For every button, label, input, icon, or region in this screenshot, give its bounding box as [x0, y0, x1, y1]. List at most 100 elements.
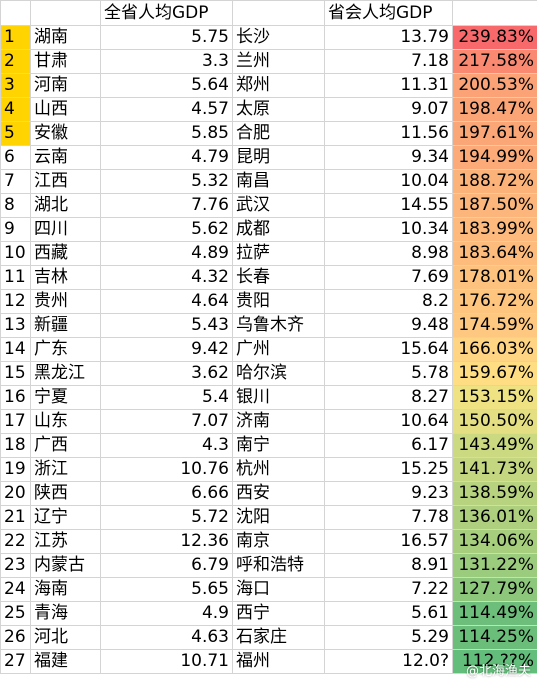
ratio-cell[interactable]: 197.61%: [452, 121, 537, 146]
header-cell-city[interactable]: [232, 0, 325, 26]
province-cell[interactable]: 新疆: [30, 313, 101, 338]
province-cell[interactable]: 广东: [30, 337, 101, 362]
rank-cell[interactable]: 17: [0, 409, 31, 434]
province-gdp-cell[interactable]: 3.3: [100, 49, 233, 74]
rank-cell[interactable]: 8: [0, 193, 31, 218]
capital-gdp-cell[interactable]: 15.64: [324, 337, 453, 362]
ratio-cell[interactable]: 200.53%: [452, 73, 537, 98]
province-gdp-cell[interactable]: 4.3: [100, 433, 233, 458]
capital-gdp-cell[interactable]: 5.61: [324, 601, 453, 626]
province-cell[interactable]: 浙江: [30, 457, 101, 482]
capital-gdp-cell[interactable]: 7.69: [324, 265, 453, 290]
province-cell[interactable]: 福建: [30, 649, 101, 674]
capital-city-cell[interactable]: 南昌: [232, 169, 325, 194]
province-gdp-cell[interactable]: 4.63: [100, 625, 233, 650]
rank-cell[interactable]: 19: [0, 457, 31, 482]
ratio-cell[interactable]: 178.01%: [452, 265, 537, 290]
province-cell[interactable]: 河南: [30, 73, 101, 98]
capital-city-cell[interactable]: 贵阳: [232, 289, 325, 314]
province-gdp-cell[interactable]: 9.42: [100, 337, 233, 362]
capital-gdp-cell[interactable]: 7.78: [324, 505, 453, 530]
province-gdp-cell[interactable]: 5.43: [100, 313, 233, 338]
province-gdp-cell[interactable]: 5.4: [100, 385, 233, 410]
rank-cell[interactable]: 9: [0, 217, 31, 242]
rank-cell[interactable]: 3: [0, 73, 31, 98]
rank-cell[interactable]: 6: [0, 145, 31, 170]
ratio-cell[interactable]: 141.73%: [452, 457, 537, 482]
province-gdp-cell[interactable]: 4.9: [100, 601, 233, 626]
province-cell[interactable]: 吉林: [30, 265, 101, 290]
capital-city-cell[interactable]: 长春: [232, 265, 325, 290]
capital-city-cell[interactable]: 西宁: [232, 601, 325, 626]
ratio-cell[interactable]: 112.??%: [452, 649, 537, 674]
province-cell[interactable]: 安徽: [30, 121, 101, 146]
capital-city-cell[interactable]: 武汉: [232, 193, 325, 218]
ratio-cell[interactable]: 159.67%: [452, 361, 537, 386]
capital-city-cell[interactable]: 兰州: [232, 49, 325, 74]
capital-gdp-cell[interactable]: 10.04: [324, 169, 453, 194]
capital-gdp-cell[interactable]: 15.25: [324, 457, 453, 482]
rank-cell[interactable]: 14: [0, 337, 31, 362]
rank-cell[interactable]: 12: [0, 289, 31, 314]
province-cell[interactable]: 湖北: [30, 193, 101, 218]
rank-cell[interactable]: 1: [0, 25, 31, 50]
capital-gdp-cell[interactable]: 14.55: [324, 193, 453, 218]
province-cell[interactable]: 青海: [30, 601, 101, 626]
province-cell[interactable]: 宁夏: [30, 385, 101, 410]
ratio-cell[interactable]: 176.72%: [452, 289, 537, 314]
capital-city-cell[interactable]: 济南: [232, 409, 325, 434]
province-gdp-cell[interactable]: 5.65: [100, 577, 233, 602]
capital-city-cell[interactable]: 福州: [232, 649, 325, 674]
capital-gdp-cell[interactable]: 8.91: [324, 553, 453, 578]
rank-cell[interactable]: 5: [0, 121, 31, 146]
province-gdp-cell[interactable]: 10.76: [100, 457, 233, 482]
province-gdp-cell[interactable]: 4.64: [100, 289, 233, 314]
province-gdp-cell[interactable]: 4.79: [100, 145, 233, 170]
capital-city-cell[interactable]: 哈尔滨: [232, 361, 325, 386]
province-gdp-cell[interactable]: 5.75: [100, 25, 233, 50]
province-gdp-cell[interactable]: 6.79: [100, 553, 233, 578]
rank-cell[interactable]: 15: [0, 361, 31, 386]
capital-city-cell[interactable]: 银川: [232, 385, 325, 410]
capital-city-cell[interactable]: 南京: [232, 529, 325, 554]
ratio-cell[interactable]: 187.50%: [452, 193, 537, 218]
province-cell[interactable]: 江西: [30, 169, 101, 194]
ratio-cell[interactable]: 131.22%: [452, 553, 537, 578]
rank-cell[interactable]: 26: [0, 625, 31, 650]
rank-cell[interactable]: 21: [0, 505, 31, 530]
capital-city-cell[interactable]: 海口: [232, 577, 325, 602]
province-cell[interactable]: 广西: [30, 433, 101, 458]
province-gdp-cell[interactable]: 5.62: [100, 217, 233, 242]
capital-city-cell[interactable]: 石家庄: [232, 625, 325, 650]
capital-city-cell[interactable]: 杭州: [232, 457, 325, 482]
capital-city-cell[interactable]: 乌鲁木齐: [232, 313, 325, 338]
ratio-cell[interactable]: 143.49%: [452, 433, 537, 458]
capital-city-cell[interactable]: 沈阳: [232, 505, 325, 530]
ratio-cell[interactable]: 198.47%: [452, 97, 537, 122]
header-cell-rank[interactable]: [0, 0, 31, 26]
rank-cell[interactable]: 13: [0, 313, 31, 338]
capital-city-cell[interactable]: 太原: [232, 97, 325, 122]
ratio-cell[interactable]: 174.59%: [452, 313, 537, 338]
capital-city-cell[interactable]: 成都: [232, 217, 325, 242]
ratio-cell[interactable]: 183.99%: [452, 217, 537, 242]
capital-gdp-cell[interactable]: 7.18: [324, 49, 453, 74]
province-cell[interactable]: 陕西: [30, 481, 101, 506]
rank-cell[interactable]: 16: [0, 385, 31, 410]
capital-gdp-cell[interactable]: 6.17: [324, 433, 453, 458]
ratio-cell[interactable]: 239.83%: [452, 25, 537, 50]
rank-cell[interactable]: 24: [0, 577, 31, 602]
province-gdp-cell[interactable]: 7.07: [100, 409, 233, 434]
ratio-cell[interactable]: 114.25%: [452, 625, 537, 650]
capital-gdp-cell[interactable]: 8.98: [324, 241, 453, 266]
province-gdp-cell[interactable]: 5.32: [100, 169, 233, 194]
capital-city-cell[interactable]: 西安: [232, 481, 325, 506]
rank-cell[interactable]: 20: [0, 481, 31, 506]
province-gdp-cell[interactable]: 4.57: [100, 97, 233, 122]
capital-gdp-cell[interactable]: 8.27: [324, 385, 453, 410]
header-cell-pct[interactable]: [452, 0, 537, 26]
capital-gdp-cell[interactable]: 9.23: [324, 481, 453, 506]
rank-cell[interactable]: 11: [0, 265, 31, 290]
rank-cell[interactable]: 25: [0, 601, 31, 626]
province-gdp-cell[interactable]: 5.72: [100, 505, 233, 530]
